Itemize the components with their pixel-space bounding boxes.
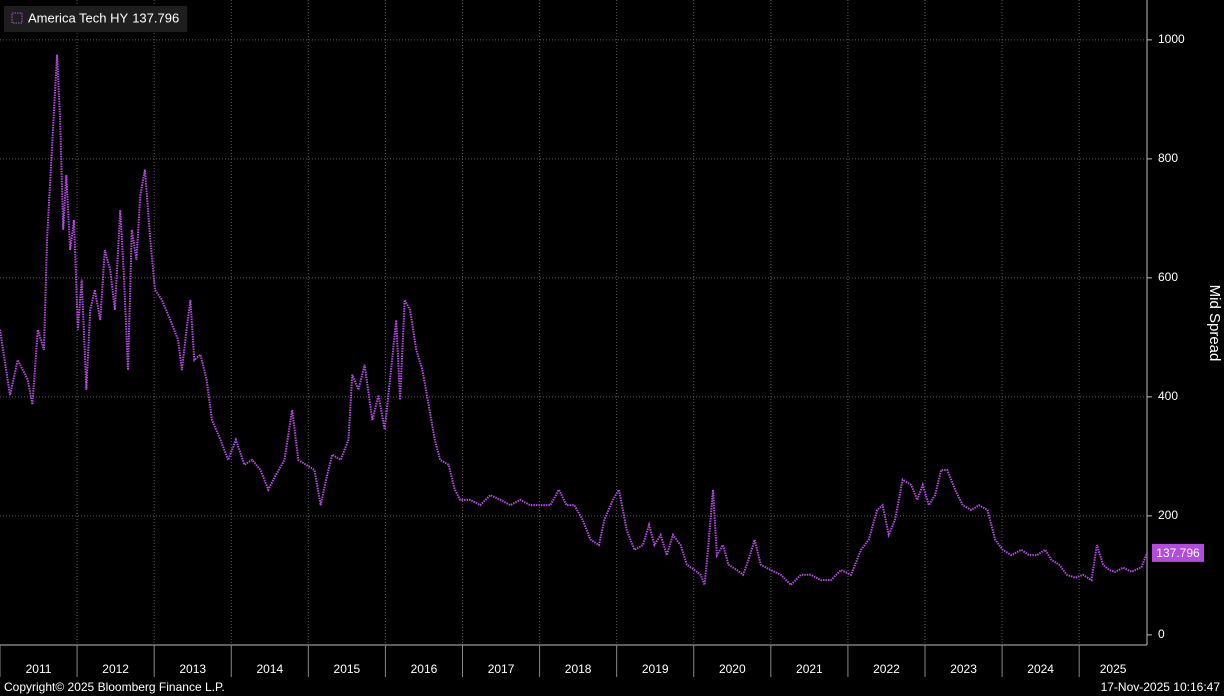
x-tick-label: 2011 <box>26 662 52 676</box>
last-value-tag <box>1152 543 1204 562</box>
y-tick-label: 600 <box>1158 270 1178 284</box>
source: Copyright© 2025 Bloomberg Finance L.P. <box>4 680 225 694</box>
x-tick-label: 2017 <box>488 662 515 676</box>
legend-swatch <box>11 12 23 24</box>
x-tick-label: 2019 <box>642 662 669 676</box>
x-tick-label: 2018 <box>565 662 592 676</box>
x-tick-label: 2016 <box>411 662 438 676</box>
y-axis-label: Mid Spread <box>1206 285 1223 362</box>
y-tick-label: 1000 <box>1158 32 1185 46</box>
x-tick-label: 2014 <box>256 662 283 676</box>
legend-box <box>4 6 188 32</box>
x-tick-label: 2024 <box>1027 662 1054 676</box>
y-tick-label: 400 <box>1158 389 1178 403</box>
x-tick-label: 2021 <box>796 662 823 676</box>
legend-label: America Tech HY <box>28 10 129 25</box>
y-tick-label: 200 <box>1158 508 1178 522</box>
last-value-label: 137.796 <box>1156 546 1200 560</box>
series-line <box>0 54 1148 587</box>
x-tick-label: 2013 <box>179 662 206 676</box>
x-tick-label: 2025 <box>1100 662 1127 676</box>
x-tick-label: 2022 <box>873 662 900 676</box>
legend-value: 137.796 <box>132 10 179 25</box>
x-tick-label: 2020 <box>719 662 746 676</box>
y-tick-label: 800 <box>1158 151 1178 165</box>
timestamp: 17-Nov-2025 10:16:47 <box>1101 680 1221 694</box>
x-tick-label: 2012 <box>102 662 129 676</box>
x-tick-label: 2015 <box>334 662 361 676</box>
x-tick-label: 2023 <box>950 662 977 676</box>
y-tick-label: 0 <box>1158 627 1165 641</box>
